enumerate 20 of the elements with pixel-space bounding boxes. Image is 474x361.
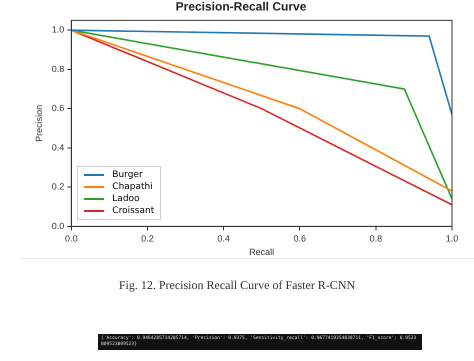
y-tick-label: 0.8 bbox=[52, 64, 64, 74]
y-axis-title: Precision bbox=[34, 104, 44, 142]
caption: Fig. 12. Precision Recall Curve of Faster R-CNN bbox=[118, 278, 356, 293]
x-tick-label: 0.2 bbox=[141, 233, 154, 244]
y-tick-label: 0.0 bbox=[52, 220, 64, 231]
legend-label: Burger bbox=[112, 169, 143, 182]
x-tick-label: 0.8 bbox=[370, 233, 382, 244]
chart-title: Precision-Recall Curve bbox=[176, 0, 307, 14]
legend-label: Chapathi bbox=[112, 181, 153, 194]
y-tick-label: 0.4 bbox=[52, 142, 64, 152]
x-tick-label: 0.6 bbox=[293, 233, 306, 244]
y-tick-label: 0.6 bbox=[52, 103, 64, 114]
legend-label: Croissant bbox=[112, 205, 154, 218]
x-tick-label: 1.0 bbox=[446, 233, 458, 244]
x-tick-label: 0.4 bbox=[217, 233, 230, 244]
y-tick-label: 1.0 bbox=[52, 24, 64, 35]
x-axis-title: Recall bbox=[249, 247, 274, 258]
y-tick-label: 0.2 bbox=[52, 182, 64, 192]
x-tick-label: 0.0 bbox=[65, 233, 78, 244]
legend-label: Ladoo bbox=[112, 193, 140, 206]
